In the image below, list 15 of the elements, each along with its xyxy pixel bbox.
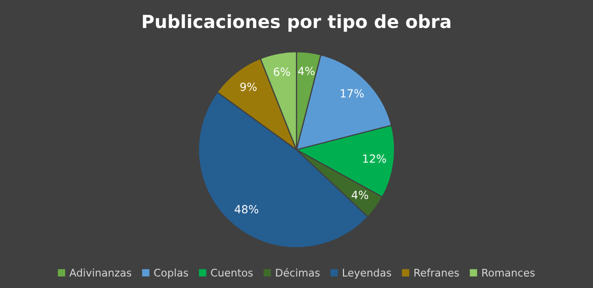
data-label: 17% xyxy=(340,89,364,98)
legend-label: Romances xyxy=(482,268,535,277)
chart-title: Publicaciones por tipo de obra xyxy=(142,14,450,32)
data-label: 4% xyxy=(352,190,368,200)
legend-label: Adivinanzas xyxy=(69,268,132,277)
legend-label: Cuentos xyxy=(211,268,253,277)
data-label: 4% xyxy=(298,66,315,76)
legend-label: Leyendas xyxy=(342,268,392,279)
data-label: 12% xyxy=(363,154,386,163)
legend-label: Décimas xyxy=(276,268,320,277)
legend-label: Refranes xyxy=(414,268,459,277)
data-label: 48% xyxy=(234,205,258,214)
legend-label: Coplas xyxy=(154,268,188,279)
data-label: 9% xyxy=(240,82,257,92)
data-label: 6% xyxy=(274,68,290,76)
